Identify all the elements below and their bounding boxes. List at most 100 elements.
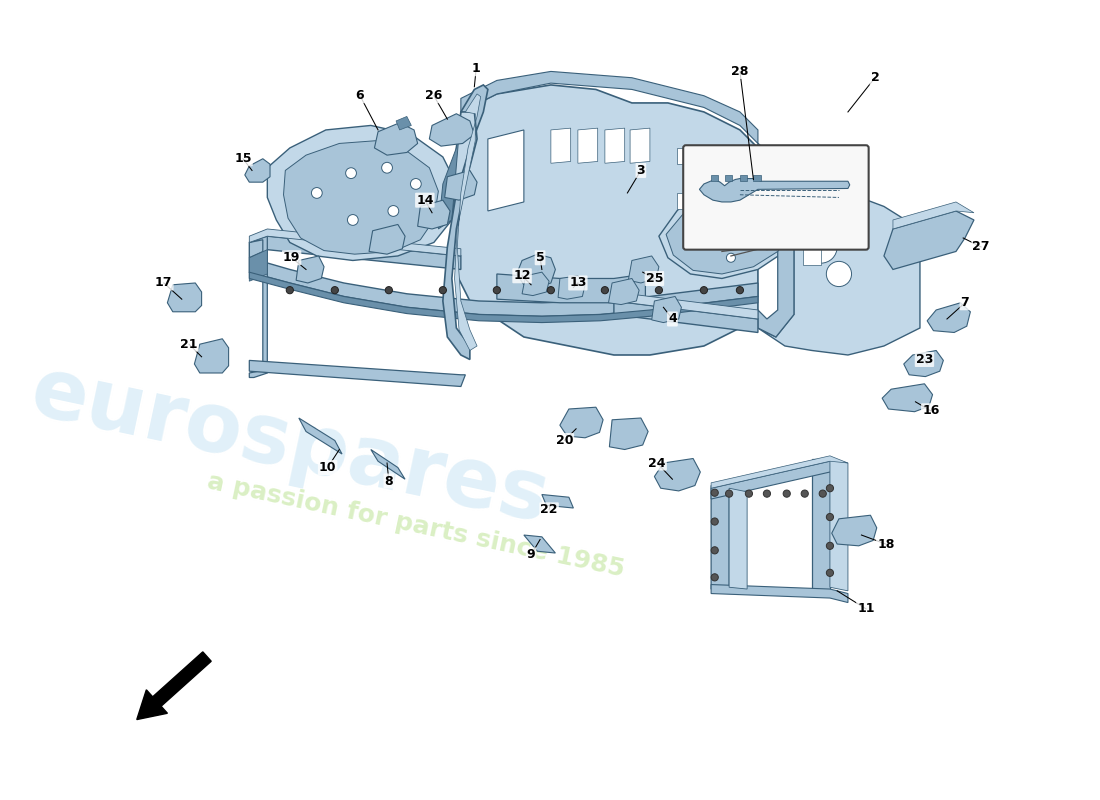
Polygon shape [250,272,758,322]
Polygon shape [608,278,639,305]
Polygon shape [740,175,747,182]
Polygon shape [299,418,342,454]
Polygon shape [454,94,481,350]
Polygon shape [560,407,603,438]
Polygon shape [429,114,474,146]
Polygon shape [488,130,524,211]
Circle shape [826,542,834,550]
Circle shape [493,286,500,294]
Text: 11: 11 [857,602,874,615]
Text: 17: 17 [155,277,173,290]
Circle shape [711,546,718,554]
Text: 26: 26 [426,90,442,102]
Polygon shape [439,112,461,229]
Polygon shape [245,158,270,182]
Polygon shape [904,350,944,377]
Polygon shape [882,384,933,412]
Polygon shape [250,250,267,281]
Circle shape [711,574,718,581]
Text: 3: 3 [637,164,646,177]
Circle shape [820,490,826,498]
Text: 19: 19 [283,251,300,264]
Polygon shape [893,202,974,229]
Polygon shape [371,450,405,479]
Circle shape [801,191,840,230]
Circle shape [826,262,851,286]
Polygon shape [785,229,803,245]
Text: eurospares: eurospares [23,350,557,539]
Polygon shape [695,215,711,232]
Circle shape [286,286,294,294]
FancyBboxPatch shape [683,146,869,250]
Circle shape [736,286,744,294]
Polygon shape [444,170,477,200]
Polygon shape [284,141,439,254]
Polygon shape [711,585,848,602]
Polygon shape [250,236,461,270]
Polygon shape [296,256,324,283]
Polygon shape [654,458,701,491]
FancyArrow shape [136,652,211,719]
Polygon shape [884,211,974,270]
Text: 4: 4 [668,313,676,326]
Text: 7: 7 [960,296,969,310]
Circle shape [801,490,808,498]
Polygon shape [558,276,585,299]
Polygon shape [711,456,848,488]
Polygon shape [250,360,465,386]
Polygon shape [754,175,760,182]
Circle shape [439,286,447,294]
Circle shape [311,187,322,198]
Polygon shape [812,458,829,594]
Polygon shape [195,338,229,373]
Polygon shape [605,128,625,163]
Text: 5: 5 [536,251,544,264]
Circle shape [805,230,837,263]
Text: a passion for parts since 1985: a passion for parts since 1985 [205,470,627,582]
Circle shape [701,286,707,294]
Text: 16: 16 [922,404,939,418]
Polygon shape [700,178,849,202]
Polygon shape [803,249,821,265]
Circle shape [385,286,393,294]
Polygon shape [250,258,758,316]
Polygon shape [713,193,729,209]
Circle shape [746,490,752,498]
Circle shape [345,168,356,178]
Text: 22: 22 [540,503,558,516]
Polygon shape [522,272,549,295]
Circle shape [711,489,718,496]
Text: 12: 12 [514,270,531,282]
Polygon shape [725,175,732,182]
Polygon shape [758,143,920,355]
Circle shape [656,286,662,294]
Polygon shape [829,458,848,591]
Polygon shape [614,292,758,319]
Circle shape [348,214,359,226]
Polygon shape [651,297,681,322]
Polygon shape [497,274,646,302]
Polygon shape [517,254,556,287]
Circle shape [410,178,421,190]
Polygon shape [758,143,794,337]
Text: 25: 25 [646,272,663,285]
Polygon shape [167,283,201,312]
Polygon shape [801,206,820,222]
Circle shape [826,514,834,521]
Circle shape [382,162,393,173]
Polygon shape [729,488,747,589]
Polygon shape [667,177,792,274]
Polygon shape [927,302,970,333]
Text: 9: 9 [527,548,536,562]
Text: 1: 1 [472,62,481,75]
Circle shape [388,206,398,216]
Polygon shape [524,535,556,553]
Circle shape [758,193,767,202]
Text: 27: 27 [972,241,990,254]
Circle shape [711,518,718,525]
Polygon shape [250,236,267,378]
Text: 2: 2 [870,71,879,84]
Circle shape [602,286,608,294]
Circle shape [826,485,834,492]
Circle shape [726,254,736,262]
